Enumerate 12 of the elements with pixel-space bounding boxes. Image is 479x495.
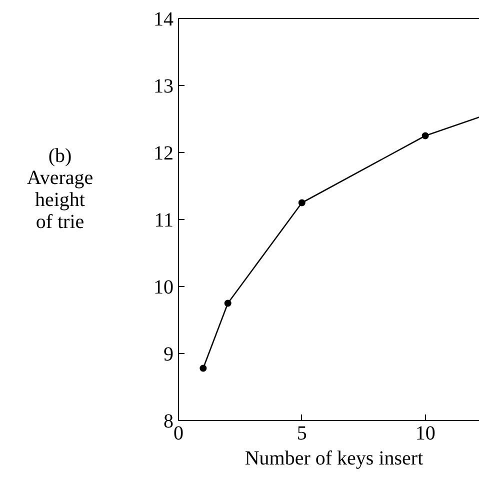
- y-tick-label: 13: [154, 76, 174, 98]
- y-tick-label: 10: [154, 276, 174, 298]
- y-axis-title: (b) Average height of trie: [26, 145, 94, 233]
- y-tick-label: 14: [154, 8, 174, 30]
- y-tick-label: 11: [154, 210, 174, 232]
- y-tick-label: 8: [164, 410, 174, 432]
- y-tick-label: 9: [164, 344, 174, 366]
- x-axis-title: Number of keys insert: [244, 448, 424, 470]
- x-tick-label: 5: [296, 422, 307, 444]
- x-tick-label: 0: [174, 422, 184, 444]
- y-tick-label: 12: [154, 142, 174, 164]
- x-tick-label: 10: [415, 422, 436, 444]
